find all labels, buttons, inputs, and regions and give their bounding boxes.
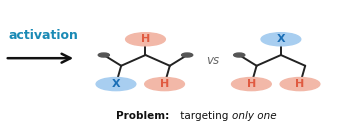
Circle shape <box>182 53 193 57</box>
Text: only one: only one <box>232 111 277 121</box>
Ellipse shape <box>261 33 301 46</box>
Ellipse shape <box>96 78 136 91</box>
Text: X: X <box>112 79 120 89</box>
Circle shape <box>234 53 245 57</box>
Text: H: H <box>160 79 169 89</box>
Text: X: X <box>276 34 285 44</box>
Text: Problem:: Problem: <box>116 111 169 121</box>
Text: vs: vs <box>206 54 220 67</box>
Text: H: H <box>141 34 150 44</box>
Text: H: H <box>247 79 256 89</box>
Ellipse shape <box>145 78 184 91</box>
Text: activation: activation <box>8 29 78 42</box>
Ellipse shape <box>280 78 320 91</box>
Text: targeting: targeting <box>177 111 231 121</box>
Circle shape <box>98 53 109 57</box>
Text: H: H <box>295 79 304 89</box>
Ellipse shape <box>232 78 271 91</box>
Ellipse shape <box>126 33 165 46</box>
